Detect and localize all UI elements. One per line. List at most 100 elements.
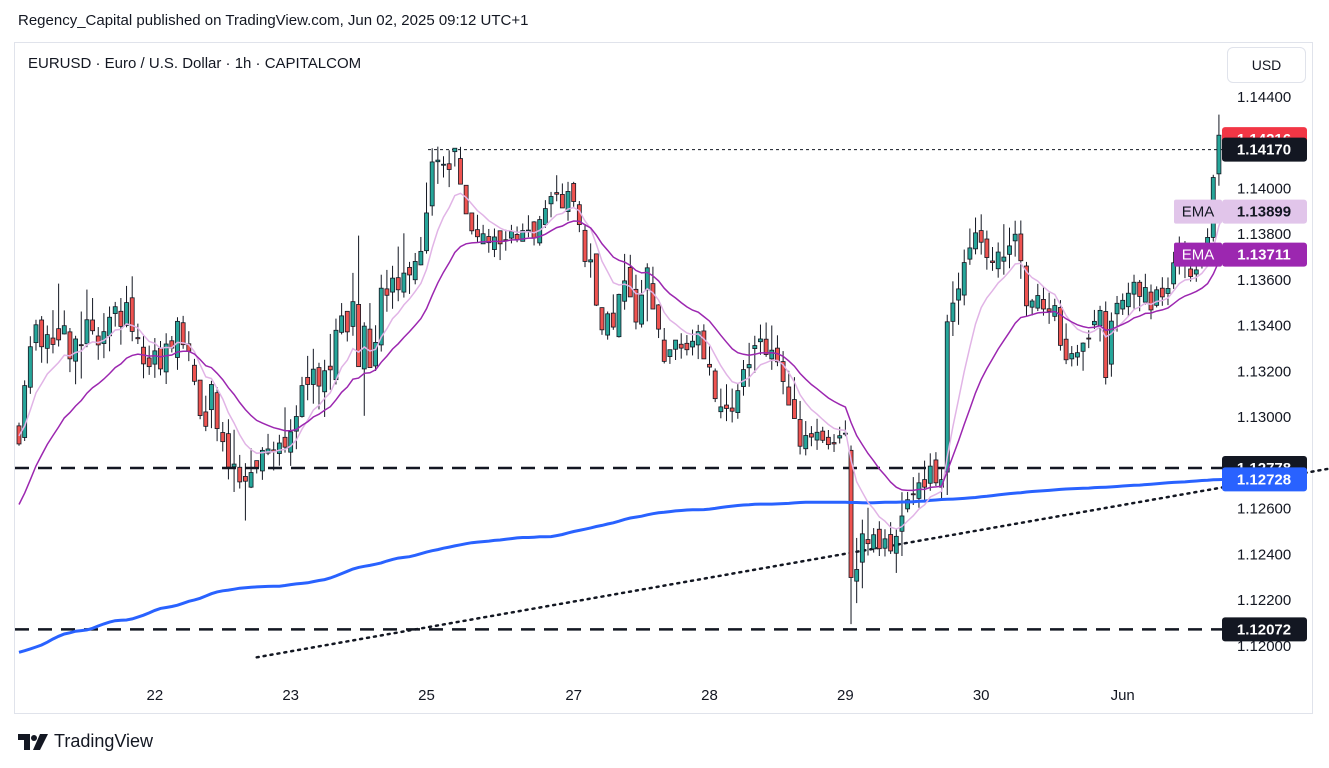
candle-body (396, 278, 400, 290)
candle (962, 250, 966, 306)
candle (821, 427, 825, 443)
candle (1143, 274, 1147, 305)
candle-body (34, 325, 38, 343)
y-tick-label: 1.13400 (1237, 318, 1291, 335)
candle-body (357, 304, 361, 366)
candle-body (826, 437, 830, 444)
price-tag-label: 1.12728 (1237, 471, 1291, 488)
candle-body (611, 313, 615, 327)
candle (108, 306, 112, 351)
candle (758, 325, 762, 355)
candle (725, 384, 729, 421)
candle-body (108, 317, 112, 336)
candle (34, 320, 38, 351)
x-axis[interactable]: 22 23 25 27 28 29 30 Jun (146, 687, 1134, 704)
candle-body (985, 239, 989, 258)
candle-body (866, 540, 870, 544)
candle (809, 426, 813, 446)
candle-body (1041, 299, 1045, 309)
candle-body (1036, 296, 1040, 309)
candle (289, 419, 293, 466)
candle-body (300, 386, 304, 417)
candle (883, 529, 887, 556)
candle-body (119, 311, 123, 326)
y-tick-label: 1.13200 (1237, 363, 1291, 380)
candle-body (283, 437, 287, 447)
candle (872, 528, 876, 552)
candle (147, 346, 151, 375)
candle-body (402, 273, 406, 292)
candle (62, 310, 66, 334)
candle-body (51, 338, 55, 344)
candle (68, 328, 72, 372)
candle-body (391, 278, 395, 292)
candle (1121, 293, 1125, 314)
price-tag: 1.12072 (1222, 617, 1307, 641)
candle-body (311, 369, 315, 384)
candle-body (996, 252, 1000, 269)
candle-body (515, 234, 519, 239)
candle (606, 312, 610, 340)
candle-body (708, 364, 712, 367)
candle (662, 328, 666, 363)
candle-body (351, 302, 355, 327)
candle (934, 452, 938, 486)
candle-body (792, 400, 796, 419)
candle-body (747, 365, 751, 368)
candle (583, 224, 587, 267)
candle-body (334, 330, 338, 379)
candle-body (934, 460, 938, 483)
candle-body (147, 358, 151, 367)
candle (1081, 342, 1085, 370)
candle-body (679, 344, 683, 348)
candle (634, 275, 638, 330)
candle (555, 175, 559, 201)
candle (402, 233, 406, 297)
candle (232, 430, 236, 492)
candle-body (1008, 246, 1012, 254)
candle (719, 389, 723, 419)
candle-body (413, 261, 417, 279)
candle-body (243, 476, 247, 481)
candle-body (238, 467, 242, 482)
tradingview-logo[interactable]: TradingView (18, 731, 153, 752)
candle (764, 322, 768, 356)
candle-body (442, 164, 446, 165)
candle (40, 316, 44, 363)
candle-body (368, 329, 372, 367)
price-chart[interactable]: 1.144001.140001.138001.136001.134001.132… (0, 0, 1329, 768)
candle-body (849, 450, 853, 577)
candle (617, 294, 621, 338)
candle (385, 270, 389, 312)
candle-body (408, 267, 412, 275)
candle-body (951, 303, 955, 321)
candle-body (1030, 301, 1034, 307)
candle-body (957, 289, 961, 300)
candle (130, 276, 134, 341)
candle (1008, 228, 1012, 269)
candle (708, 346, 712, 375)
candle (481, 225, 485, 244)
candle-body (855, 569, 859, 581)
candle (1036, 284, 1040, 311)
candle-body (232, 464, 236, 467)
candle-body (532, 222, 536, 238)
candle (1217, 115, 1221, 186)
candle-body (787, 387, 791, 405)
ema-lines (19, 193, 1225, 652)
candle (815, 419, 819, 450)
candle-body (753, 346, 757, 349)
candle-body (45, 335, 49, 349)
candle-body (430, 162, 434, 206)
candle-body (453, 148, 457, 151)
y-axis[interactable]: 1.14400 1.14000 1.13800 1.13600 1.13400 1.132… (1237, 89, 1291, 655)
price-tag-label: 1.13899 (1237, 204, 1291, 221)
candle-body (62, 326, 66, 334)
ema-long-line (19, 479, 1225, 652)
candle-body (662, 340, 666, 361)
candle-body (645, 268, 649, 290)
candle (560, 183, 564, 207)
ema-tag-name: EMA (1182, 204, 1215, 221)
candle-body (725, 405, 729, 408)
candle (1075, 345, 1079, 366)
